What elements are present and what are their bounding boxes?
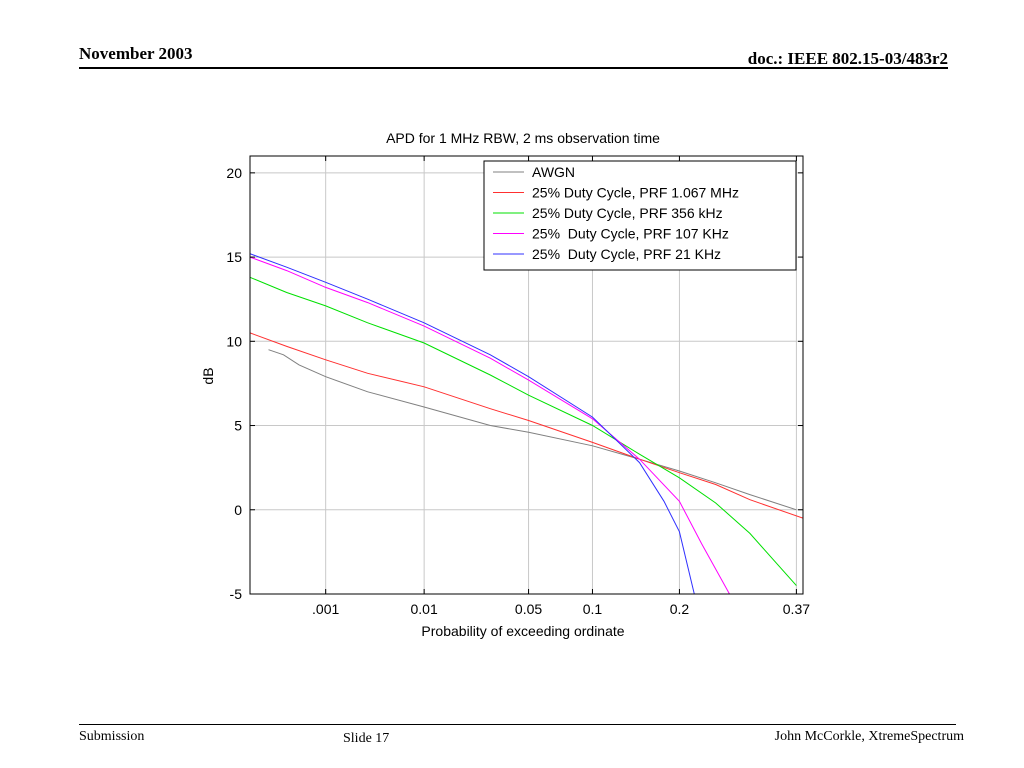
footer-slide-number: Slide 17: [343, 731, 390, 746]
y-tick-label: -5: [230, 586, 243, 602]
y-tick-label: 0: [234, 502, 242, 518]
footer-submission: Submission: [79, 729, 145, 744]
legend-label-1: 25% Duty Cycle, PRF 1.067 MHz: [532, 185, 739, 201]
x-tick-label: 0.1: [583, 601, 603, 617]
series-line-2: [250, 276, 797, 586]
x-tick-label: 0.37: [783, 601, 810, 617]
legend-label-4: 25% Duty Cycle, PRF 21 KHz: [532, 246, 721, 262]
y-tick-label: 5: [234, 418, 242, 434]
legend-label-2: 25% Duty Cycle, PRF 356 kHz: [532, 205, 723, 221]
y-axis-label: dB: [200, 367, 216, 384]
chart-legend: AWGN 25% Duty Cycle, PRF 1.067 MHz 25% Dut…: [483, 160, 797, 271]
x-axis-label: Probability of exceeding ordinate: [421, 623, 624, 639]
footer-author: John McCorkle, XtremeSpectrum: [774, 729, 964, 744]
chart-series: [250, 253, 803, 594]
legend-box: [483, 160, 797, 271]
chart-ticks: .001 0.01 0.05 0.1 0.2 0.37 -5 0 5 10 15 20: [226, 156, 810, 617]
x-tick-label: 0.01: [411, 601, 438, 617]
y-tick-label: 20: [226, 165, 242, 181]
chart-title: APD for 1 MHz RBW, 2 ms observation time: [386, 130, 660, 146]
footer-rule: [79, 724, 956, 725]
x-tick-label: 0.2: [670, 601, 690, 617]
legend-label-3: 25% Duty Cycle, PRF 107 KHz: [532, 226, 729, 242]
series-line-4: [250, 253, 695, 594]
x-tick-label: .001: [312, 601, 339, 617]
header-date: November 2003: [79, 44, 193, 63]
header-rule: [79, 67, 948, 69]
plot-frame: [249, 155, 804, 595]
series-line-3: [250, 256, 730, 594]
x-tick-label: 0.05: [515, 601, 542, 617]
legend-label-0: AWGN: [532, 164, 575, 180]
series-line-0: [268, 349, 797, 511]
header-doc-id: doc.: IEEE 802.15-03/483r2: [747, 49, 948, 68]
y-tick-label: 10: [226, 333, 242, 349]
y-tick-label: 15: [226, 249, 242, 265]
series-line-1: [250, 332, 803, 519]
